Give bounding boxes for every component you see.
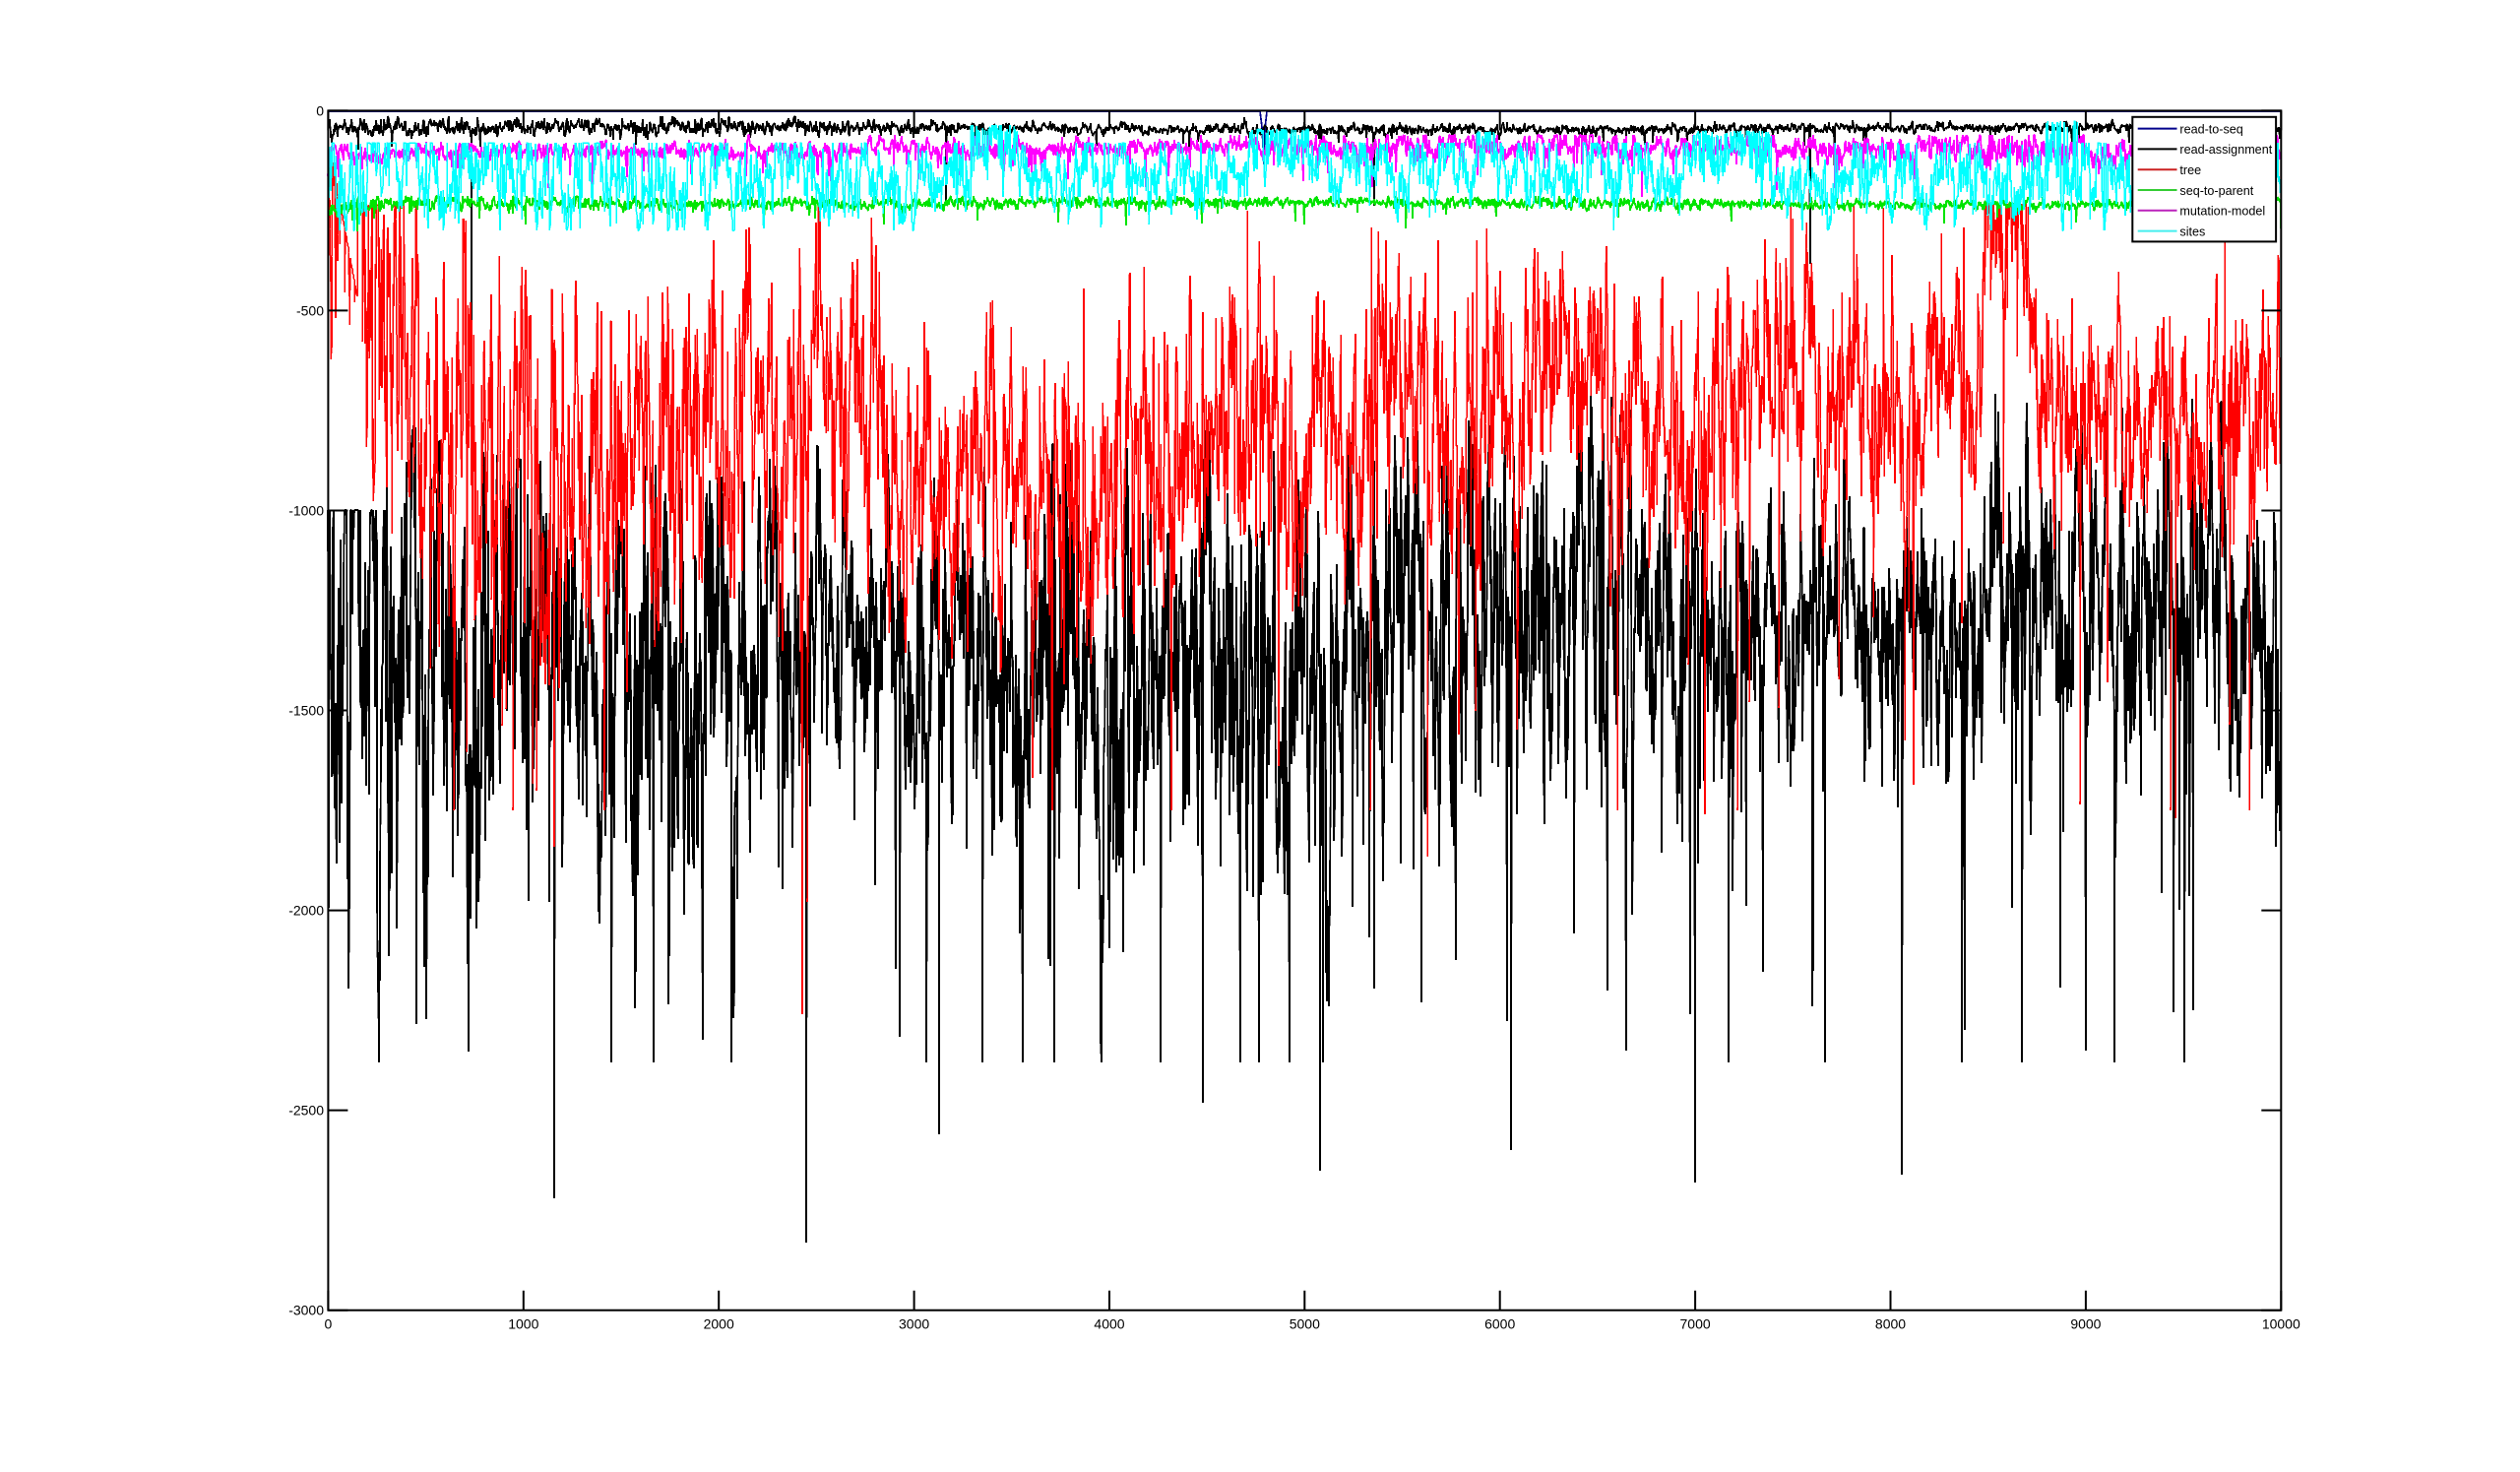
svg-text:-1000: -1000 bbox=[288, 503, 324, 519]
svg-text:read-assignment: read-assignment bbox=[2179, 143, 2272, 157]
svg-text:-500: -500 bbox=[296, 302, 324, 318]
svg-text:1000: 1000 bbox=[508, 1316, 538, 1332]
svg-text:4000: 4000 bbox=[1094, 1316, 1124, 1332]
svg-text:-1500: -1500 bbox=[288, 703, 324, 719]
svg-text:0: 0 bbox=[325, 1316, 333, 1332]
svg-text:mutation-model: mutation-model bbox=[2179, 205, 2265, 219]
svg-text:-3000: -3000 bbox=[288, 1303, 324, 1318]
svg-text:7000: 7000 bbox=[1680, 1316, 1711, 1332]
svg-text:5000: 5000 bbox=[1290, 1316, 1320, 1332]
svg-text:3000: 3000 bbox=[899, 1316, 929, 1332]
svg-text:-2000: -2000 bbox=[288, 903, 324, 919]
svg-text:seq-to-parent: seq-to-parent bbox=[2179, 184, 2253, 198]
svg-text:-2500: -2500 bbox=[288, 1103, 324, 1119]
svg-text:0: 0 bbox=[316, 102, 324, 118]
svg-text:9000: 9000 bbox=[2070, 1316, 2101, 1332]
svg-text:6000: 6000 bbox=[1484, 1316, 1515, 1332]
svg-text:tree: tree bbox=[2179, 163, 2201, 177]
svg-text:read-to-seq: read-to-seq bbox=[2179, 122, 2242, 136]
svg-text:8000: 8000 bbox=[1875, 1316, 1906, 1332]
svg-text:10000: 10000 bbox=[2262, 1316, 2300, 1332]
svg-text:sites: sites bbox=[2179, 224, 2205, 238]
svg-text:2000: 2000 bbox=[704, 1316, 734, 1332]
